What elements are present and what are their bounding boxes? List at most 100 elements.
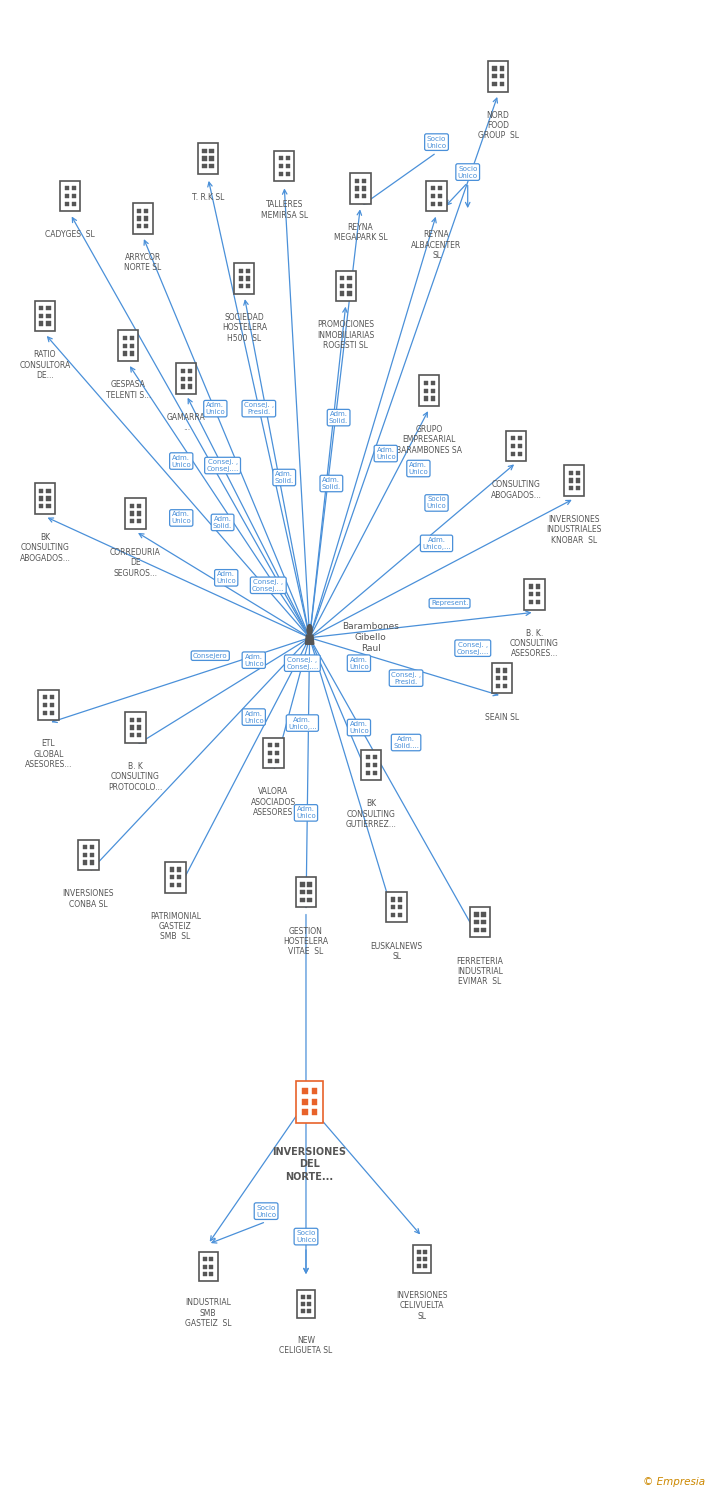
Bar bbox=[83, 861, 87, 864]
Text: B. K
CONSULTING
PROTOCOLO...: B. K CONSULTING PROTOCOLO... bbox=[108, 762, 162, 792]
Polygon shape bbox=[305, 634, 314, 644]
Text: Consejero: Consejero bbox=[193, 652, 228, 658]
Text: Consej. ,
Consej....: Consej. , Consej.... bbox=[456, 642, 489, 654]
Bar bbox=[365, 771, 370, 776]
Text: T. R.K SL: T. R.K SL bbox=[192, 194, 224, 202]
Bar bbox=[47, 314, 50, 318]
Bar bbox=[529, 600, 533, 604]
Bar bbox=[365, 754, 370, 759]
Bar bbox=[355, 186, 359, 190]
Bar bbox=[424, 1257, 427, 1262]
Bar bbox=[350, 174, 371, 204]
Bar bbox=[387, 892, 407, 922]
Bar bbox=[470, 908, 490, 938]
Bar bbox=[199, 1252, 218, 1281]
Bar bbox=[130, 344, 134, 348]
Bar bbox=[274, 742, 279, 747]
Bar bbox=[274, 752, 279, 754]
Bar bbox=[274, 152, 294, 182]
Bar bbox=[347, 276, 352, 280]
Bar bbox=[90, 852, 94, 856]
Text: SEAIN SL: SEAIN SL bbox=[485, 712, 519, 722]
Bar bbox=[302, 1100, 308, 1104]
Bar bbox=[416, 1250, 421, 1254]
Bar bbox=[210, 148, 214, 153]
Text: Adm.
Solid....: Adm. Solid.... bbox=[393, 736, 419, 748]
Bar bbox=[503, 676, 507, 681]
Bar bbox=[536, 585, 540, 588]
Bar bbox=[300, 890, 304, 894]
Bar bbox=[518, 452, 522, 456]
Bar bbox=[43, 694, 47, 699]
Bar bbox=[268, 759, 272, 764]
Bar bbox=[424, 1264, 427, 1268]
Bar bbox=[506, 430, 526, 462]
Bar bbox=[246, 276, 250, 280]
Text: © Empresia: © Empresia bbox=[643, 1476, 705, 1486]
Bar bbox=[536, 600, 540, 604]
Bar bbox=[279, 164, 282, 168]
Circle shape bbox=[307, 624, 312, 634]
Bar bbox=[246, 284, 250, 288]
Text: Adm.
Unico,...: Adm. Unico,... bbox=[422, 537, 451, 550]
Text: CORREDURIA
DE
SEGUROS...: CORREDURIA DE SEGUROS... bbox=[110, 548, 161, 578]
Text: B. K.
CONSULTING
ASESORES...: B. K. CONSULTING ASESORES... bbox=[510, 628, 559, 658]
Text: Adm.
Solid.: Adm. Solid. bbox=[213, 516, 232, 530]
Bar bbox=[264, 738, 283, 768]
Bar bbox=[181, 376, 185, 381]
Bar bbox=[210, 1264, 213, 1269]
Bar bbox=[144, 224, 149, 228]
Bar bbox=[268, 742, 272, 747]
Bar bbox=[35, 483, 55, 513]
Bar bbox=[373, 754, 377, 759]
Bar bbox=[132, 202, 153, 234]
Bar bbox=[47, 321, 50, 326]
Bar bbox=[496, 669, 500, 672]
Text: ARRYCOR
NORTE SL: ARRYCOR NORTE SL bbox=[124, 254, 162, 273]
Text: INVERSIONES
INDUSTRIALES
KNOBAR  SL: INVERSIONES INDUSTRIALES KNOBAR SL bbox=[547, 514, 602, 544]
Text: Socio
Unico: Socio Unico bbox=[427, 135, 446, 148]
Bar bbox=[301, 1310, 304, 1312]
Bar bbox=[202, 148, 207, 153]
Bar bbox=[431, 381, 435, 386]
Bar bbox=[362, 178, 366, 183]
Bar bbox=[90, 844, 94, 849]
Bar bbox=[181, 369, 185, 374]
Bar bbox=[518, 436, 522, 441]
Bar bbox=[203, 1264, 207, 1269]
Bar bbox=[536, 592, 540, 597]
Text: INVERSIONES
CELIVUELTA
SL: INVERSIONES CELIVUELTA SL bbox=[396, 1292, 448, 1322]
Bar bbox=[130, 717, 134, 722]
Bar bbox=[177, 884, 181, 886]
Bar bbox=[373, 771, 377, 776]
Bar bbox=[137, 519, 141, 524]
Bar bbox=[202, 156, 207, 160]
Bar bbox=[347, 284, 352, 288]
Bar bbox=[529, 592, 533, 597]
Bar bbox=[144, 209, 149, 213]
Bar bbox=[137, 504, 141, 509]
Text: Adm.
Unico: Adm. Unico bbox=[408, 462, 428, 476]
Bar bbox=[130, 726, 134, 729]
Bar bbox=[39, 489, 44, 494]
Text: Adm.
Unico: Adm. Unico bbox=[205, 402, 225, 416]
Bar bbox=[431, 388, 435, 393]
Text: Adm.
Unico: Adm. Unico bbox=[216, 572, 236, 585]
Bar bbox=[307, 882, 312, 886]
Bar bbox=[419, 375, 440, 406]
Bar bbox=[300, 882, 304, 886]
Bar bbox=[301, 1302, 304, 1306]
Bar bbox=[35, 300, 55, 332]
Text: Adm.
Unico,...: Adm. Unico,... bbox=[288, 717, 317, 729]
Text: Adm.
Unico: Adm. Unico bbox=[171, 512, 191, 525]
Bar bbox=[47, 306, 50, 310]
Bar bbox=[424, 388, 428, 393]
Bar bbox=[475, 920, 478, 924]
Bar bbox=[424, 1250, 427, 1254]
Bar bbox=[499, 66, 504, 70]
Bar bbox=[475, 928, 478, 932]
Text: Adm.
Solid.: Adm. Solid. bbox=[274, 471, 294, 484]
Bar bbox=[210, 1272, 213, 1275]
Bar bbox=[518, 444, 522, 448]
Text: Adm.
Unico: Adm. Unico bbox=[244, 711, 264, 723]
